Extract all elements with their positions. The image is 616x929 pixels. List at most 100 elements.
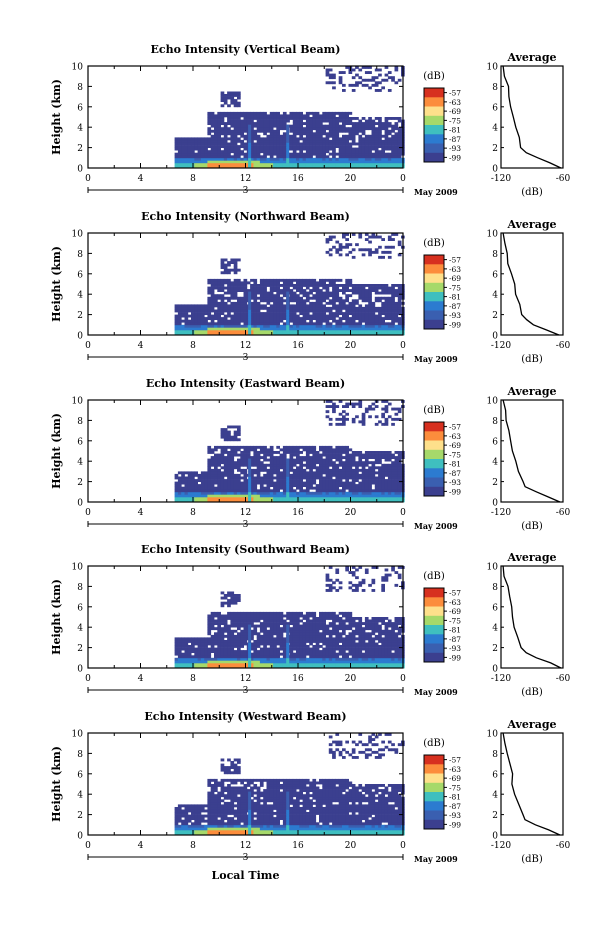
heatmap-cell: [253, 461, 258, 465]
heatmap-cell: [230, 139, 235, 143]
heatmap-cell: [269, 289, 274, 292]
heatmap-cell: [223, 438, 228, 442]
heatmap-cell: [214, 463, 218, 467]
heatmap-cell: [309, 152, 313, 156]
heatmap-cell: [237, 660, 241, 664]
heatmap-cell: [237, 312, 241, 315]
heatmap-cell: [338, 142, 343, 146]
heatmap-cell: [351, 327, 356, 331]
heatmap-cell: [233, 596, 238, 600]
heatmap-cell: [273, 458, 277, 462]
heatmap-cell: [223, 145, 228, 148]
heatmap-cell: [286, 291, 290, 295]
heatmap-cell: [384, 314, 389, 318]
heatmap-cell: [289, 327, 294, 331]
heatmap-cell: [230, 99, 235, 102]
heatmap-cell: [387, 289, 392, 292]
heatmap-cell: [223, 499, 228, 503]
heatmap-cell: [259, 122, 264, 125]
heatmap-cell: [240, 162, 244, 166]
heatmap-cell: [368, 299, 372, 303]
heatmap-cell: [312, 499, 317, 503]
heatmap-cell: [230, 309, 235, 313]
heatmap-cell: [197, 662, 202, 666]
heatmap-cell: [378, 479, 382, 482]
heatmap-cell: [214, 453, 218, 457]
heatmap-cell: [397, 129, 402, 133]
heatmap-cell: [210, 662, 215, 666]
heatmap-cell: [256, 660, 261, 664]
heatmap-cell: [387, 451, 392, 454]
heatmap-cell: [364, 142, 369, 146]
heatmap-cell: [240, 496, 244, 500]
heatmap-cell: [263, 160, 267, 164]
heatmap-cell: [296, 466, 300, 470]
heatmap-cell: [227, 476, 231, 480]
heatmap-cell: [286, 152, 290, 156]
heatmap-cell: [342, 89, 346, 92]
heatmap-cell: [237, 129, 241, 133]
heatmap-cell: [328, 473, 333, 477]
heatmap-cell: [319, 147, 323, 151]
heatmap-cell: [217, 650, 221, 653]
heatmap-cell: [335, 471, 340, 475]
heatmap-cell: [315, 281, 320, 285]
x-tick-label: 0: [400, 174, 406, 184]
heatmap-cell: [381, 422, 385, 426]
heatmap-cell: [315, 137, 320, 141]
heatmap-cell: [394, 142, 399, 146]
heatmap-cell: [230, 284, 235, 287]
panel-title: Echo Intensity (Vertical Beam): [150, 43, 340, 56]
heatmap-cell: [315, 142, 320, 146]
heatmap-cell: [315, 296, 320, 300]
heatmap-cell: [391, 145, 395, 148]
heatmap-cell: [325, 473, 330, 477]
heatmap-cell: [332, 124, 336, 128]
heatmap-cell: [322, 476, 326, 480]
heatmap-cell: [368, 317, 372, 320]
heatmap-cell: [263, 481, 267, 485]
heatmap-cell: [296, 160, 300, 164]
heatmap-cell: [351, 117, 356, 120]
heatmap-cell: [181, 327, 185, 331]
heatmap-cell: [233, 453, 238, 457]
heatmap-cell: [355, 124, 359, 128]
heatmap-cell: [253, 611, 258, 615]
heatmap-cell: [243, 137, 248, 141]
heatmap-cell: [276, 499, 280, 503]
heatmap-cell: [256, 461, 261, 465]
heatmap-cell: [302, 306, 307, 310]
profile-y-tick-label: 10: [487, 397, 499, 407]
heatmap-cell: [217, 289, 221, 292]
heatmap-cell: [250, 329, 254, 333]
heatmap-cell: [292, 461, 297, 465]
heatmap-cell: [345, 152, 349, 156]
heatmap-cell: [384, 410, 389, 414]
heatmap-cell: [240, 324, 244, 328]
heatmap-cell: [299, 289, 303, 292]
heatmap-cell: [364, 314, 369, 318]
heatmap-cell: [207, 137, 212, 141]
heatmap-cell: [220, 481, 225, 485]
heatmap-cell: [214, 152, 218, 156]
heatmap-cell: [237, 619, 241, 623]
y-tick-label: 2: [77, 144, 83, 154]
heatmap-cell: [355, 306, 359, 310]
x-tick-label: 12: [240, 341, 251, 351]
heatmap-cell: [220, 152, 225, 156]
heatmap-cell: [237, 155, 241, 159]
heatmap-cell: [325, 291, 330, 295]
heatmap-cell: [256, 494, 261, 498]
heatmap-cell: [177, 312, 182, 315]
heatmap-cell: [237, 481, 241, 485]
heatmap-cell: [227, 491, 231, 495]
heatmap-cell: [230, 484, 235, 487]
heatmap-cell: [253, 301, 258, 305]
heatmap-cell: [394, 68, 399, 72]
heatmap-cell: [250, 657, 254, 661]
heatmap-cell: [342, 114, 346, 118]
heatmap-cell: [305, 456, 310, 459]
heatmap-cell: [197, 647, 202, 651]
heatmap-cell: [181, 471, 185, 475]
heatmap-cell: [210, 152, 215, 156]
